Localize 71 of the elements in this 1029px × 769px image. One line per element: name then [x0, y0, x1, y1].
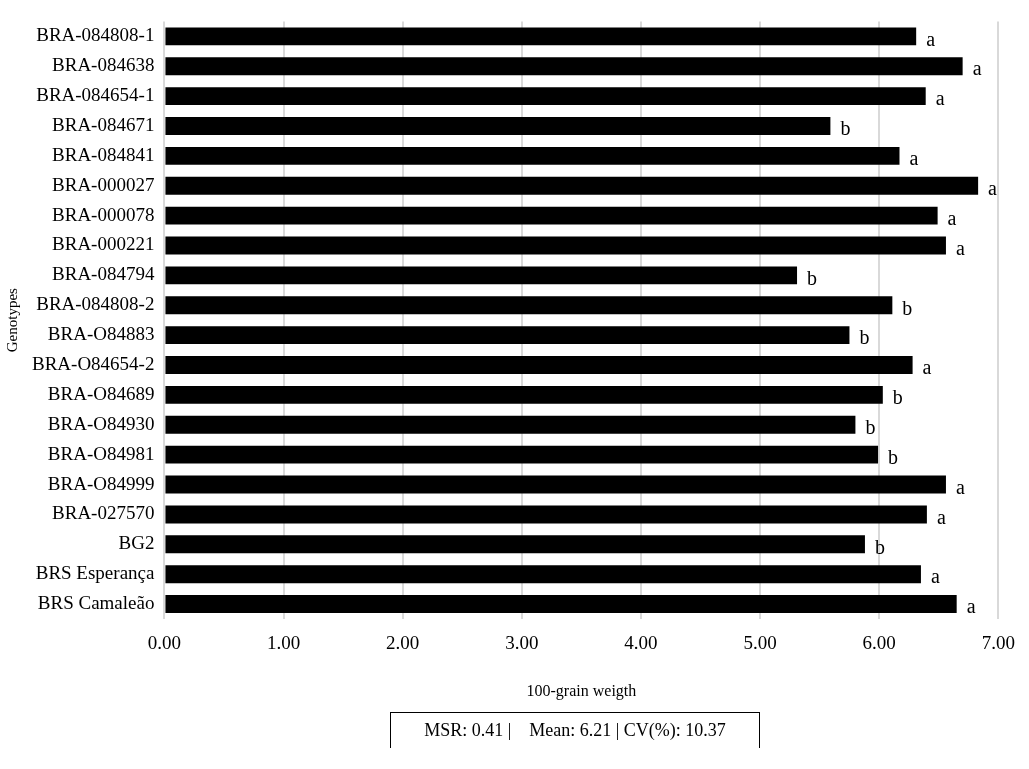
y-tick-label: BRA-000078	[52, 203, 155, 225]
bar	[165, 356, 913, 374]
data-label: a	[926, 27, 936, 50]
y-tick-label: BRA-O84999	[47, 472, 155, 494]
data-label: a	[922, 356, 932, 379]
data-label: a	[972, 57, 982, 80]
data-label: b	[807, 266, 818, 289]
y-tick-label: BRA-O84654-2	[31, 353, 155, 374]
bar	[165, 146, 900, 165]
bar	[165, 87, 926, 106]
y-tick-label: BRA-084654-1	[36, 84, 155, 106]
x-tick-label: 3.00	[505, 632, 539, 654]
y-tick-label: BRA-O84689	[47, 382, 155, 404]
data-label: a	[930, 565, 940, 588]
bar	[165, 266, 798, 285]
y-tick-label: BRA-O84883	[47, 323, 155, 345]
bar	[165, 326, 850, 345]
bar	[165, 565, 921, 584]
x-tick-label: 1.00	[266, 632, 301, 654]
x-axis-title: 100-grain weigth	[526, 681, 637, 700]
bar	[165, 27, 917, 46]
y-tick-label: BRA-084808-1	[36, 24, 155, 46]
data-label: a	[988, 176, 998, 199]
y-tick-label: BRA-084671	[52, 113, 155, 135]
data-label: a	[955, 475, 965, 498]
bar	[165, 206, 938, 225]
y-tick-label: BRS Esperança	[35, 562, 155, 584]
x-tick-label: 5.00	[743, 632, 777, 654]
x-tick-label: 4.00	[624, 632, 658, 654]
y-tick-label: BG2	[118, 532, 155, 554]
data-label: b	[840, 117, 851, 140]
bar	[165, 57, 963, 76]
bar	[165, 535, 865, 554]
bar	[165, 475, 946, 494]
y-tick-label: BRA-000027	[52, 173, 155, 195]
data-label: a	[947, 206, 957, 229]
text: MSR: 0.41 | Mean: 6.21 | CV(%): 10.37	[390, 712, 760, 748]
data-label: b	[859, 326, 870, 349]
data-label: b	[892, 386, 903, 409]
data-label: b	[902, 296, 913, 319]
data-label: b	[888, 445, 899, 468]
bar	[165, 176, 979, 195]
data-label: b	[874, 535, 885, 558]
bar	[165, 415, 856, 434]
bar	[165, 445, 879, 464]
y-tick-label: BRA-084808-2	[36, 293, 155, 315]
y-tick-label: BRA-000221	[52, 233, 155, 255]
y-tick-label: BRA-027570	[52, 502, 155, 524]
x-tick-label: 2.00	[386, 632, 420, 654]
y-tick-label: BRS Camaleão	[37, 592, 155, 614]
data-label: a	[936, 505, 946, 528]
bar	[165, 505, 927, 524]
bar	[165, 117, 831, 135]
bar	[165, 296, 893, 315]
data-label: a	[955, 236, 965, 259]
y-tick-label: BRA-084794	[52, 263, 155, 285]
bar	[165, 385, 883, 404]
y-tick-label: BRA-084638	[52, 54, 155, 76]
bar	[165, 236, 946, 255]
bar	[165, 595, 957, 614]
x-tick-label: 6.00	[862, 632, 896, 654]
data-label: a	[935, 87, 945, 110]
x-tick-label: 0.00	[147, 632, 182, 654]
x-tick-label: 7.00	[981, 632, 1015, 654]
y-tick-label: BRA-084841	[52, 143, 155, 165]
y-tick-label: BRA-O84930	[47, 412, 155, 434]
y-tick-label: BRA-O84981	[47, 442, 155, 464]
data-label: a	[909, 147, 919, 170]
y-axis-title: Genotypes	[3, 287, 20, 353]
data-label: b	[865, 416, 876, 439]
data-label: a	[966, 595, 976, 618]
